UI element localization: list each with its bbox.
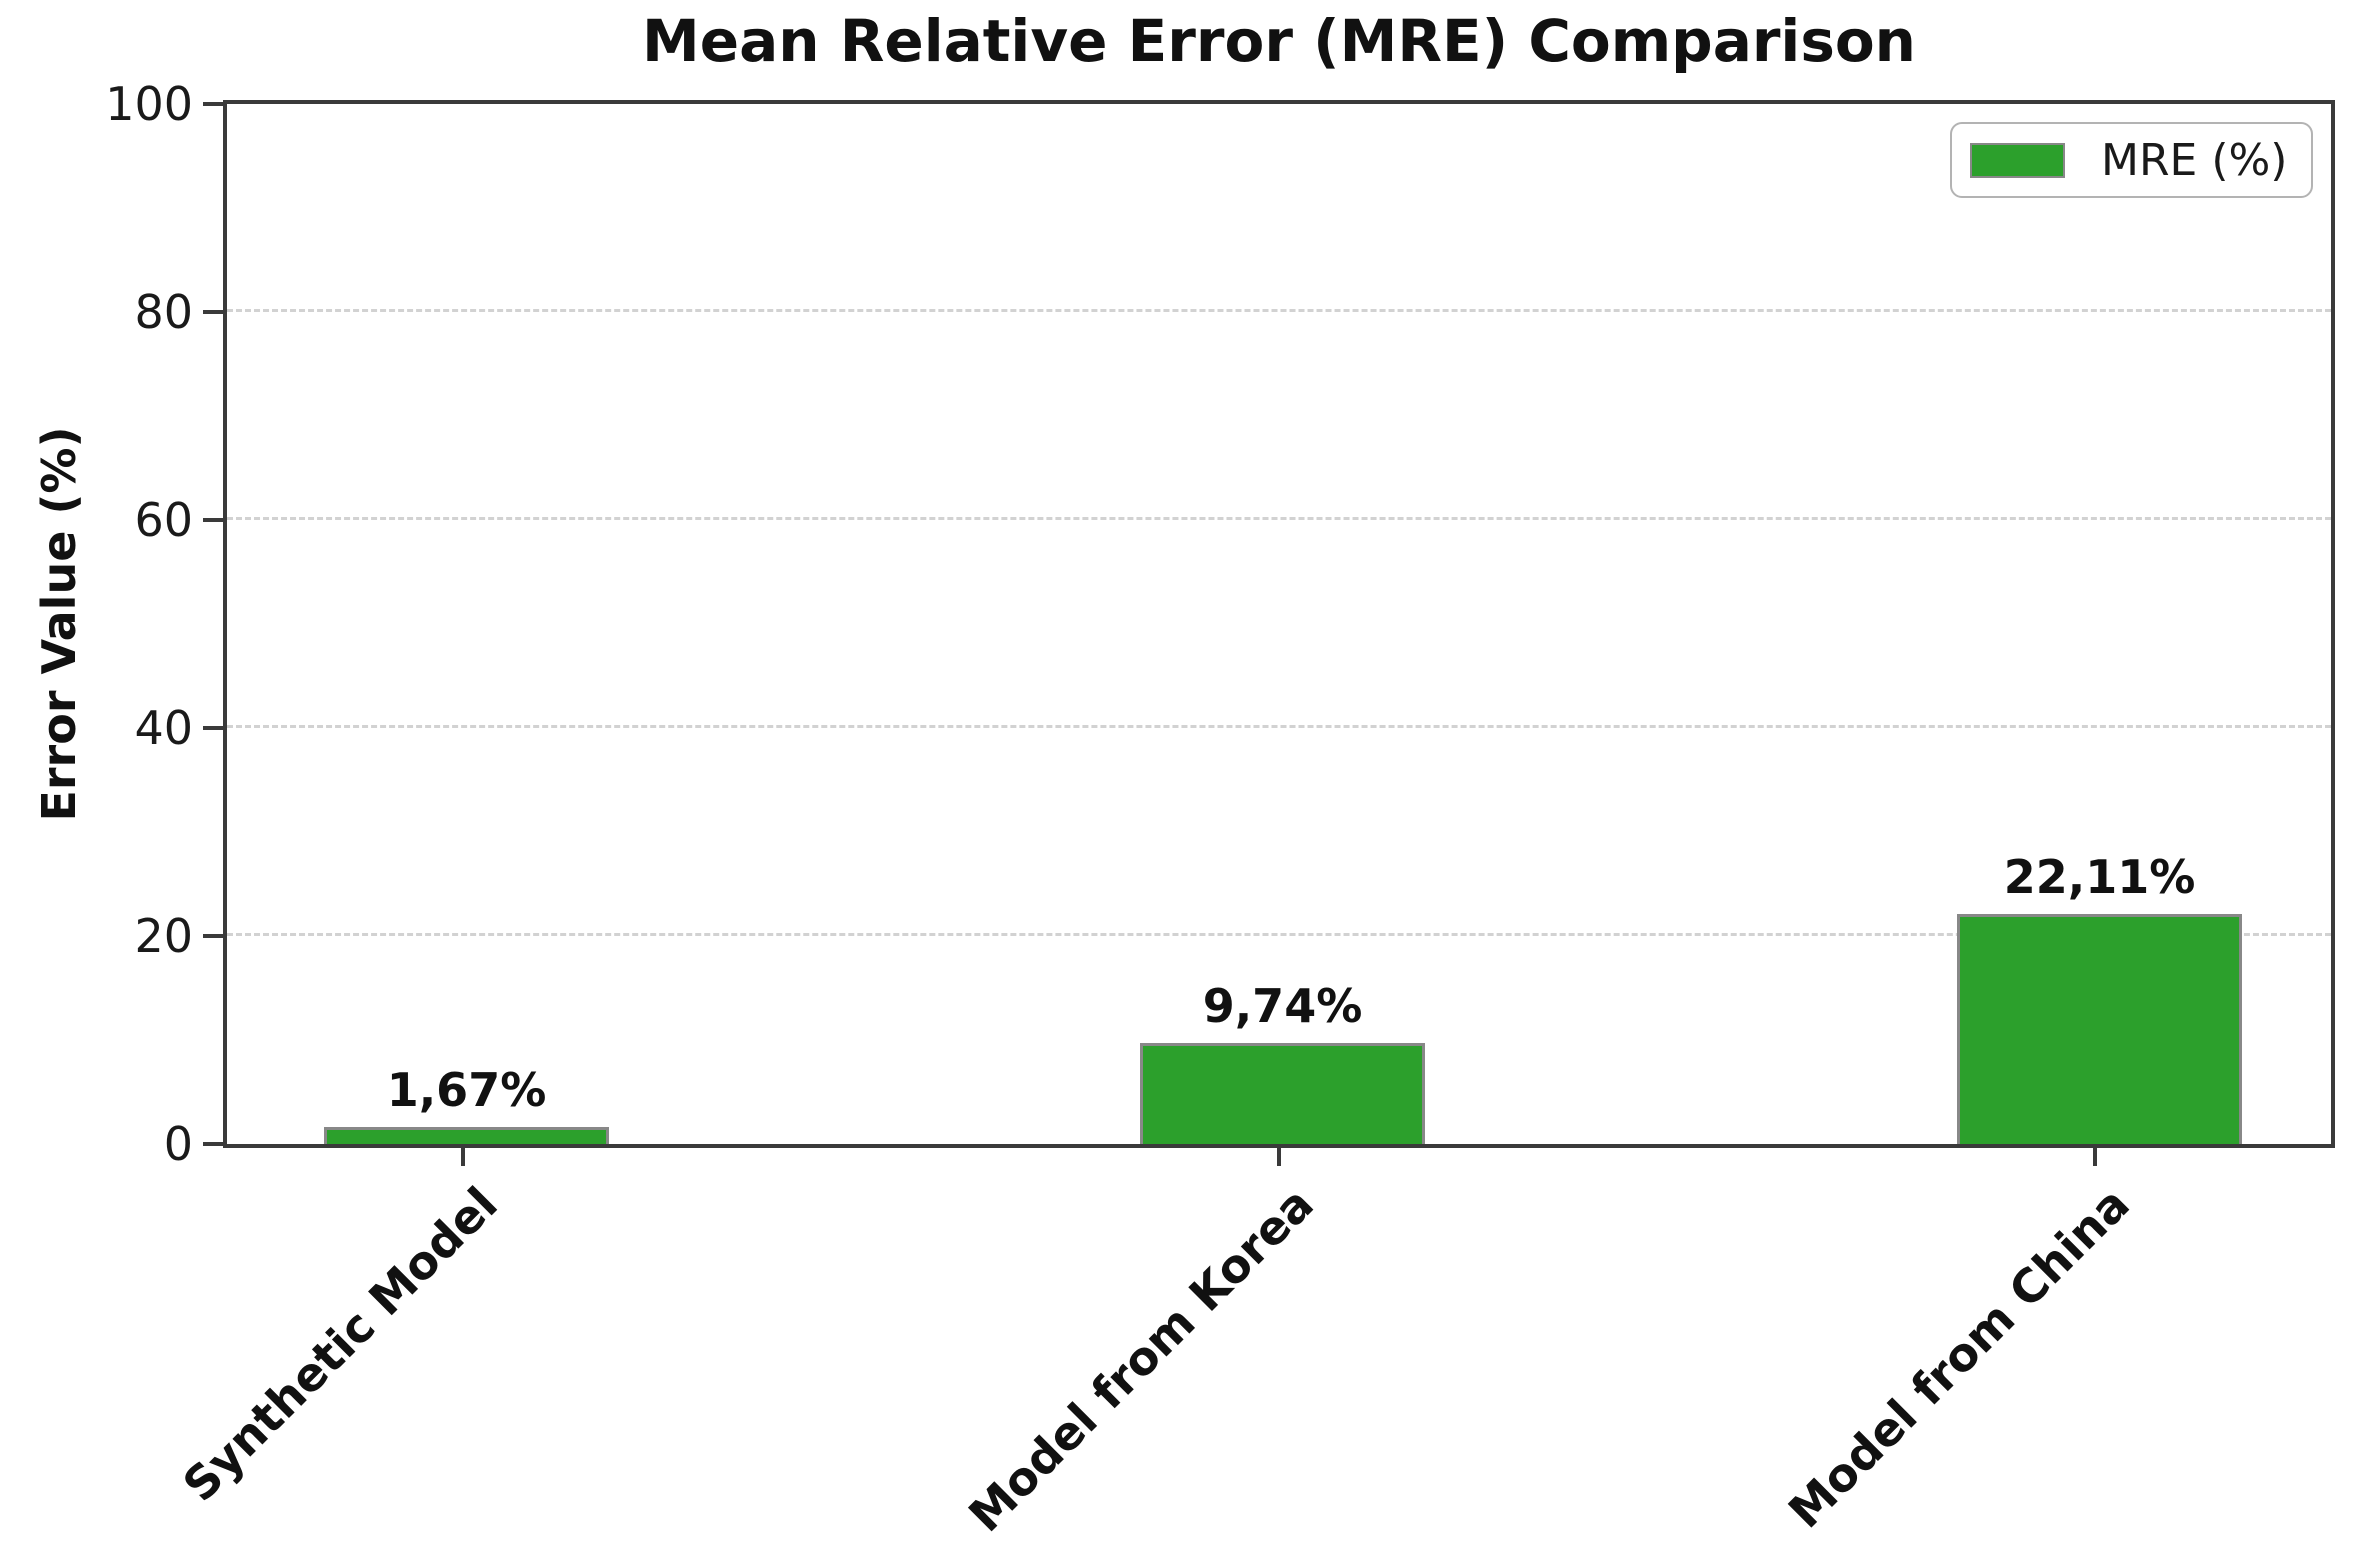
gridline-60 [227, 517, 2331, 520]
legend-swatch-green [1970, 142, 2065, 178]
legend: MRE (%) [1950, 122, 2313, 198]
y-tick-mark [203, 934, 223, 938]
bar-synthetic-model [324, 1126, 609, 1144]
y-tick-label-20: 20 [134, 909, 193, 963]
x-tick-mark [1277, 1148, 1281, 1166]
chart-title: Mean Relative Error (MRE) Comparison [642, 7, 1916, 75]
y-tick-mark [203, 518, 223, 522]
y-tick-mark [203, 310, 223, 314]
gridline-80 [227, 309, 2331, 312]
gridline-40 [227, 725, 2331, 728]
y-tick-label-100: 100 [105, 77, 193, 131]
gridline-20 [227, 933, 2331, 936]
bar-value-label: 9,74% [1202, 978, 1363, 1033]
x-tick-label-model-from-korea: Model from Korea [958, 1176, 1324, 1543]
bar-value-label: 22,11% [2003, 850, 2196, 905]
y-tick-label-80: 80 [134, 285, 193, 339]
legend-label: MRE (%) [2101, 134, 2288, 186]
x-tick-mark [461, 1148, 465, 1166]
plot-area: 1,67% 9,74% 22,11% [223, 100, 2335, 1148]
x-tick-label-model-from-china: Model from China [1778, 1176, 2140, 1539]
y-axis-label: Error Value (%) [32, 426, 86, 822]
bar-model-from-china [1957, 914, 2242, 1144]
y-tick-mark [203, 1142, 223, 1146]
x-tick-mark [2093, 1148, 2097, 1166]
bar-value-label: 1,67% [386, 1062, 547, 1117]
y-tick-mark [203, 102, 223, 106]
y-tick-label-60: 60 [134, 493, 193, 547]
y-tick-label-0: 0 [163, 1117, 193, 1171]
x-tick-label-synthetic-model: Synthetic Model [172, 1176, 508, 1512]
bar-model-from-korea [1140, 1042, 1425, 1144]
y-tick-mark [203, 726, 223, 730]
y-tick-label-40: 40 [134, 701, 193, 755]
